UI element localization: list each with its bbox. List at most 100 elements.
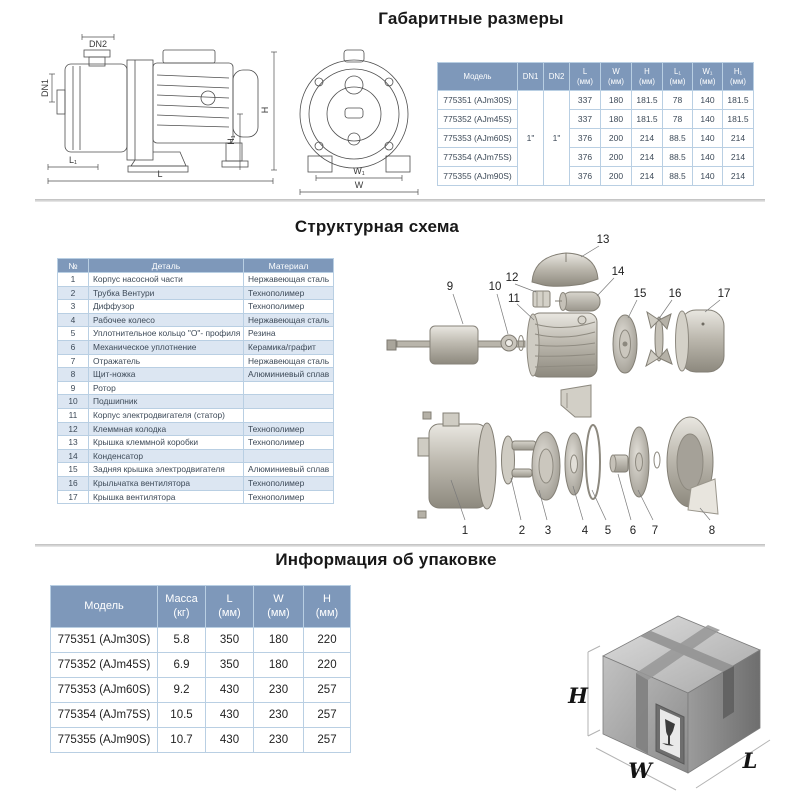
section-title-packaging: Информация об упаковке (275, 550, 497, 569)
part-name-cell: Корпус электродвигателя (статор) (88, 407, 244, 423)
exploded-view-diagram: 1 2 3 4 5 6 7 8 9 10 11 12 13 14 15 16 1… (385, 228, 795, 540)
parts-row: 6 Механическое уплотнение Керамика/графит (57, 339, 334, 355)
parts-table-body: 1 Корпус насосной части Нержавеющая сталь 2… (57, 272, 334, 505)
part-name-cell: Крышка клеммной коробки (88, 435, 244, 450)
part-name-cell: Отражатель (88, 353, 244, 369)
packaging-row: 775353 (AJm60S) 9.2 430 230 257 (50, 677, 351, 703)
section-title-structure: Структурная схема (294, 217, 460, 236)
rotor-part (386, 325, 526, 365)
part-material-cell: Технополимер (243, 489, 334, 505)
bearing-part (500, 334, 525, 352)
packaging-row: 775354 (AJm75S) 10.5 430 230 257 (50, 702, 351, 728)
packaging-value-cell: 10.5 (157, 702, 206, 728)
dimension-value-cell: 180 (600, 109, 632, 129)
part-number-cell: 2 (57, 285, 89, 301)
callout-8: 8 (709, 525, 715, 537)
pump-front-view-drawing: W₁ W (288, 38, 430, 200)
part-number-cell: 10 (57, 394, 89, 409)
callout-14: 14 (612, 266, 625, 278)
model-cell: 775354 (AJm75S) (437, 147, 518, 167)
callout-5: 5 (605, 525, 611, 537)
dimensions-header-cell: H₁ (мм) (722, 62, 754, 91)
packaging-table: Модель Масса (кг) L (мм) W (мм) H (мм) 77535… (50, 585, 351, 753)
parts-row: 14 Конденсатор (57, 448, 334, 464)
packaging-row: 775352 (AJm45S) 6.9 350 180 220 (50, 652, 351, 678)
dimension-value-cell: 140 (692, 166, 723, 186)
packaging-header-cell: Модель (50, 585, 158, 628)
dimension-value-cell: 140 (692, 109, 723, 129)
dimension-value-cell: 181.5 (722, 109, 754, 129)
dim-label-w: W (355, 180, 364, 190)
part-material-cell: Технополимер (243, 421, 334, 437)
packaging-header-row: Модель Масса (кг) L (мм) W (мм) H (мм) (50, 585, 351, 628)
callout-16: 16 (669, 288, 682, 300)
box-straps (636, 625, 734, 754)
packaging-header-cell: H (мм) (303, 585, 351, 628)
dimensions-header-cell: DN2 (543, 62, 570, 91)
parts-header-row: № Деталь Материал (57, 258, 334, 273)
part-number-cell: 14 (57, 448, 89, 464)
part-number-cell: 16 (57, 475, 89, 491)
packaging-header-cell: L (мм) (205, 585, 254, 628)
dimensions-header-cell: H (мм) (631, 62, 663, 91)
deflector-part (628, 426, 661, 498)
dimension-value-cell: 214 (722, 128, 754, 148)
callout-6: 6 (630, 525, 636, 537)
packaging-table-body: 775351 (AJm30S) 5.8 350 180 220 775352 (AJm45… (50, 627, 351, 753)
dimensions-header-cell: Модель (437, 62, 518, 91)
dimensions-header-row: Модель DN1 DN2 L (мм) W (мм) H (мм) L₁ (мм) W₁ … (437, 62, 754, 91)
model-cell: 775352 (AJm45S) (437, 109, 518, 129)
callout-9: 9 (447, 281, 453, 293)
dimension-value-cell: 78 (662, 109, 693, 129)
dimension-value-cell: 200 (600, 166, 632, 186)
part-number-cell: 11 (57, 407, 89, 423)
dimension-value-cell: 200 (600, 128, 632, 148)
model-cell: 775351 (AJm30S) (50, 627, 158, 653)
dimension-value-cell: 88.5 (662, 166, 693, 186)
dimension-value-cell: 214 (631, 147, 663, 167)
parts-row: 13 Крышка клеммной коробки Технополимер (57, 435, 334, 450)
parts-row: 2 Трубка Вентури Технополимер (57, 285, 334, 301)
part-name-cell: Ротор (88, 380, 244, 396)
packaging-value-cell: 10.7 (157, 727, 206, 753)
part-name-cell: Механическое уплотнение (88, 339, 244, 355)
callout-7: 7 (652, 525, 658, 537)
box-dimension-guides (587, 645, 771, 791)
parts-row: 11 Корпус электродвигателя (статор) (57, 407, 334, 423)
packaging-value-cell: 220 (303, 652, 351, 678)
callout-leader-lines (450, 245, 721, 521)
part-material-cell: Алюминиевый сплав (243, 462, 334, 477)
packaging-row: 775355 (AJm90S) 10.7 430 230 257 (50, 727, 351, 753)
part-number-cell: 6 (57, 339, 89, 355)
fragile-icon (655, 703, 685, 765)
packaging-value-cell: 430 (205, 727, 254, 753)
dimension-value-cell: 181.5 (631, 90, 663, 110)
part-number-cell: 7 (57, 353, 89, 369)
dimensions-header-cell: L (мм) (569, 62, 601, 91)
parts-header-cell: Деталь (88, 258, 244, 273)
packaging-header-cell: W (мм) (253, 585, 304, 628)
dimension-value-cell: 180 (600, 90, 632, 110)
dimensions-row: 775352 (AJm45S) 337 180 181.5 78 140 181.5 (437, 109, 754, 129)
dimension-value-cell: 88.5 (662, 128, 693, 148)
dimensions-row: 775351 (AJm30S) 1" 1" 337 180 181.5 78 140 181.5 (437, 90, 754, 186)
part-material-cell (243, 380, 334, 396)
callout-11: 11 (508, 293, 520, 305)
dimension-value-cell: 214 (631, 166, 663, 186)
packaging-value-cell: 230 (253, 677, 304, 703)
callout-3: 3 (545, 525, 551, 537)
parts-table: № Деталь Материал 1 Корпус насосной части Не… (57, 258, 334, 505)
packaging-value-cell: 5.8 (157, 627, 206, 653)
part-material-cell: Технополимер (243, 299, 334, 314)
parts-row: 17 Крышка вентилятора Технополимер (57, 489, 334, 505)
packaging-value-cell: 6.9 (157, 652, 206, 678)
dimensions-table: Модель DN1 DN2 L (мм) W (мм) H (мм) L₁ (мм) W₁ … (437, 62, 754, 186)
part-name-cell: Клеммная колодка (88, 421, 244, 437)
parts-row: 5 Уплотнительное кольцо "О"- профиля Резин… (57, 326, 334, 341)
section-title-dimensions: Габаритные размеры (378, 9, 564, 28)
dimension-value-cell: 88.5 (662, 147, 693, 167)
dimensions-table-head: Модель DN1 DN2 L (мм) W (мм) H (мм) L₁ (мм) W₁ … (437, 62, 754, 91)
part-number-cell: 9 (57, 380, 89, 396)
part-material-cell (243, 394, 334, 409)
part-name-cell: Корпус насосной части (88, 272, 244, 287)
